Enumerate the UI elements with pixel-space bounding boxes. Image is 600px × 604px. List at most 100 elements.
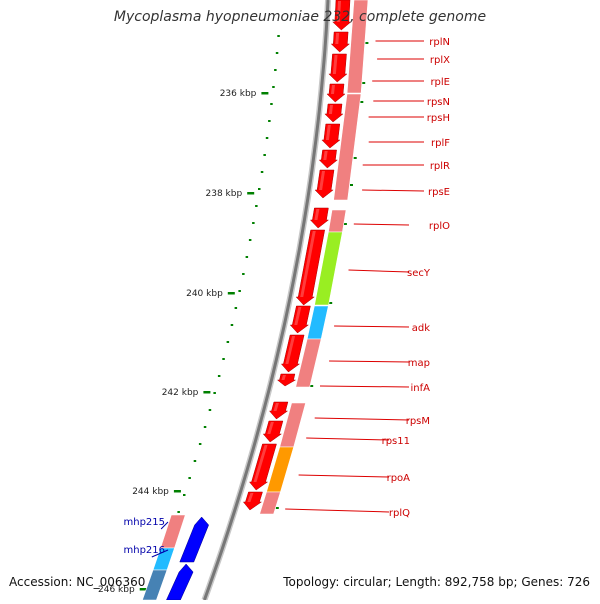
gc-dot bbox=[238, 290, 241, 292]
band-tick bbox=[362, 82, 366, 84]
scale-tick bbox=[203, 391, 211, 394]
gene-label-infa: infA bbox=[411, 383, 431, 394]
gc-dot bbox=[252, 222, 255, 224]
gene-label-rplo: rplO bbox=[429, 221, 450, 232]
gene-arrow-shine bbox=[319, 171, 325, 190]
scale-tick-label: 244 kbp bbox=[132, 487, 169, 497]
gc-dot bbox=[255, 205, 258, 207]
scale-tick bbox=[173, 490, 181, 493]
band-tick bbox=[360, 101, 364, 103]
gene-arrow-shine bbox=[336, 1, 341, 22]
gene-arrow bbox=[330, 31, 350, 53]
gene-arrow-shine bbox=[294, 307, 302, 325]
gene-arrow bbox=[321, 123, 341, 149]
gene-label-rpsm: rpsM bbox=[406, 416, 430, 427]
scale-ticks: 236 kbp 238 kbp 240 kbp 242 kbp 244 kbp 246 k… bbox=[98, 42, 369, 595]
gc-dots bbox=[153, 35, 280, 581]
gene-label-adk: adk bbox=[412, 323, 430, 334]
scale-tick bbox=[261, 92, 269, 95]
gc-dot bbox=[193, 460, 197, 462]
gene-arrow-shine bbox=[325, 125, 331, 140]
scale-tick-label: 238 kbp bbox=[206, 189, 243, 199]
gene-label-mhp216: mhp216 bbox=[123, 545, 165, 556]
gene-arrow-shine bbox=[247, 493, 254, 502]
gene-label-rpln: rplN bbox=[429, 37, 450, 48]
cog-band bbox=[328, 209, 347, 233]
gene-arrow-shine bbox=[267, 422, 274, 434]
gene-label-secy: secY bbox=[407, 268, 431, 279]
gene-arrow bbox=[242, 491, 263, 511]
scale-tick bbox=[247, 192, 255, 195]
gene-arrow bbox=[289, 305, 311, 334]
label-leader bbox=[306, 437, 390, 441]
gene-arrow-shine bbox=[331, 85, 335, 94]
gene-arrow-shine bbox=[300, 231, 316, 297]
gene-arrow-shine bbox=[332, 55, 338, 74]
gc-dot bbox=[272, 86, 275, 88]
scale-tick-label: 236 kbp bbox=[220, 89, 257, 99]
cog-band bbox=[346, 0, 369, 94]
band-tick bbox=[275, 507, 279, 509]
gc-dot bbox=[226, 341, 230, 343]
label-leader bbox=[298, 474, 390, 478]
gene-arrow-blue bbox=[179, 516, 209, 563]
gene-arrow bbox=[318, 149, 339, 169]
band-tick bbox=[329, 302, 333, 304]
label-leader-left bbox=[151, 549, 169, 558]
map-title: Mycoplasma hyopneumoniae 232, complete g… bbox=[113, 9, 487, 25]
gc-dot bbox=[203, 426, 207, 428]
cog-band bbox=[295, 338, 322, 388]
length-text: Length: 892,758 bp bbox=[388, 575, 514, 589]
genome-backbone bbox=[201, 0, 331, 602]
scale-tick bbox=[227, 292, 235, 295]
gc-dot bbox=[258, 188, 261, 190]
scale-tick bbox=[139, 588, 147, 591]
gc-dot bbox=[188, 477, 191, 479]
gc-dot bbox=[242, 273, 245, 275]
scale-tick-label: 246 kbp bbox=[98, 585, 135, 595]
cog-band bbox=[333, 93, 362, 201]
gc-dot bbox=[208, 409, 212, 411]
gene-arrow-shine bbox=[328, 105, 333, 114]
gene-arrow bbox=[276, 373, 297, 387]
gene-arrow-shine bbox=[335, 33, 340, 44]
gene-label-rpse: rpsE bbox=[428, 187, 450, 198]
gene-label-rps11: rps11 bbox=[382, 436, 410, 447]
label-leader bbox=[319, 385, 410, 388]
gene-arrow bbox=[332, 0, 352, 31]
band-tick bbox=[310, 385, 314, 387]
band-tick bbox=[365, 42, 369, 44]
gc-dot bbox=[217, 375, 221, 377]
scale-tick-label: 240 kbp bbox=[186, 289, 223, 299]
gc-dot bbox=[260, 171, 264, 173]
gene-label-rpsn: rpsN bbox=[427, 97, 450, 108]
gc-dot bbox=[213, 392, 216, 394]
label-leader bbox=[353, 223, 410, 226]
gc-dot bbox=[263, 154, 266, 156]
gene-label-rplq: rplQ bbox=[389, 508, 410, 519]
gene-arrow bbox=[309, 207, 330, 229]
gene-arrow bbox=[326, 83, 346, 103]
gene-label-rplf: rplF bbox=[431, 138, 450, 149]
gc-dot bbox=[234, 307, 238, 309]
gene-arrow-shine bbox=[273, 403, 279, 411]
topology-text: Topology: circular bbox=[283, 575, 388, 589]
cog-band bbox=[314, 231, 343, 306]
gene-arrows bbox=[166, 0, 352, 601]
band-tick bbox=[343, 223, 347, 225]
label-leader bbox=[285, 508, 390, 513]
gc-dot bbox=[270, 103, 273, 105]
gc-dot bbox=[230, 324, 234, 326]
gene-arrow bbox=[262, 420, 284, 443]
gene-label-rpoa: rpoA bbox=[387, 473, 411, 484]
backbone-line bbox=[202, 0, 330, 601]
gc-dot bbox=[245, 256, 249, 258]
cog-band-left bbox=[141, 569, 168, 601]
scale-tick-label: 242 kbp bbox=[162, 388, 199, 398]
gc-dot bbox=[183, 494, 186, 496]
gene-label-rple: rplE bbox=[430, 77, 450, 88]
gene-arrow-blue bbox=[166, 563, 194, 601]
gene-arrow-shine bbox=[253, 445, 268, 482]
gene-arrow bbox=[314, 169, 335, 199]
